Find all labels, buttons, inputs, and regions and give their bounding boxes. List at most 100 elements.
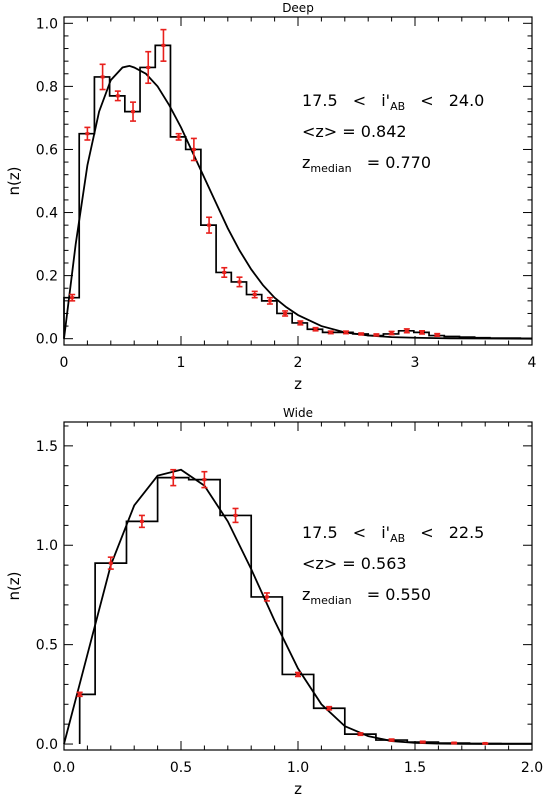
error-bar <box>282 310 289 317</box>
data-point <box>222 270 227 274</box>
error-bar <box>76 691 83 698</box>
y-tick-labels: 0.0 0.2 0.4 0.6 0.8 1.0 <box>36 16 58 347</box>
ticks <box>63 17 533 345</box>
error-bar <box>357 732 364 737</box>
plot-frame <box>63 16 533 346</box>
error-bar <box>84 126 91 141</box>
data-point <box>420 740 425 744</box>
x-tick-label: 0 <box>60 355 69 371</box>
data-point <box>264 595 269 599</box>
error-bar <box>107 556 114 570</box>
y-tick-labels: 0.0 0.5 1.0 1.5 <box>36 439 58 753</box>
data-point <box>328 330 333 334</box>
mean-redshift: <z> = 0.842 <box>302 122 407 141</box>
y-tick-label: 0.6 <box>36 142 58 158</box>
data-point <box>202 478 207 482</box>
median-redshift: zmedian = 0.770 <box>302 153 431 176</box>
error-bar <box>190 137 197 162</box>
error-bar <box>358 332 365 336</box>
data-point <box>483 741 488 745</box>
data-point <box>283 311 288 315</box>
data-point <box>85 132 90 136</box>
error-bar <box>295 671 301 678</box>
data-point <box>176 135 181 139</box>
x-tick-label: 3 <box>411 355 420 371</box>
y-tick-label: 0.4 <box>36 206 58 222</box>
data-point <box>327 706 332 710</box>
error-bar <box>403 328 410 334</box>
data-point <box>343 330 348 334</box>
error-bar <box>326 705 333 711</box>
ticks <box>63 422 533 750</box>
x-axis-label: z <box>294 780 302 798</box>
x-tick-label: 1 <box>177 355 186 371</box>
data-point <box>115 94 120 98</box>
y-tick-label: 0.5 <box>36 638 58 654</box>
histogram-steps <box>63 44 532 340</box>
error-bar <box>69 293 76 302</box>
data-point <box>100 75 105 79</box>
model-curve <box>63 64 533 340</box>
data-point <box>171 476 176 480</box>
data-point <box>161 43 166 47</box>
error-bar <box>419 330 426 335</box>
magnitude-range: 17.5 < i'AB < 24.0 <box>302 91 484 114</box>
mean-redshift: <z> = 0.563 <box>302 554 407 573</box>
magnitude-range: 17.5 < i'AB < 22.5 <box>302 523 484 546</box>
x-tick-labels: 0 1 2 3 4 <box>60 355 537 371</box>
error-bar <box>434 332 441 337</box>
x-tick-label: 2 <box>294 355 303 371</box>
error-bar <box>201 470 208 489</box>
y-tick-label: 1.5 <box>36 439 58 455</box>
error-bar <box>130 101 137 122</box>
y-tick-label: 1.0 <box>36 16 58 32</box>
data-point <box>404 329 409 333</box>
median-redshift: zmedian = 0.550 <box>302 585 431 608</box>
annotation-block: 17.5 < i'AB < 22.5 <z> = 0.563 zmedian =… <box>302 523 484 608</box>
data-point <box>313 327 318 331</box>
error-bar <box>419 740 426 744</box>
model-curve <box>63 468 533 745</box>
data-point <box>298 321 303 325</box>
error-bar <box>175 132 182 141</box>
data-point <box>296 672 300 676</box>
error-bar <box>388 738 395 742</box>
data-point <box>131 110 136 114</box>
error-bar <box>170 468 177 487</box>
y-tick-label: 0.0 <box>36 737 58 753</box>
data-point <box>389 738 394 742</box>
y-tick-label: 1.0 <box>36 538 58 554</box>
data-point <box>374 333 379 337</box>
data-point <box>77 692 82 696</box>
x-tick-label: 2.0 <box>521 760 543 776</box>
data-point <box>233 513 238 517</box>
error-bar <box>236 276 243 288</box>
error-bar <box>482 741 489 745</box>
error-bar <box>251 290 258 299</box>
x-tick-labels: 0.0 0.5 1.0 1.5 2.0 <box>53 760 543 776</box>
data-point <box>359 332 364 336</box>
error-bar <box>138 514 145 529</box>
data-point <box>191 147 196 151</box>
error-bar <box>388 330 395 336</box>
error-bar <box>266 296 273 305</box>
data-point <box>237 280 242 284</box>
data-point <box>139 519 144 523</box>
data-point <box>70 296 75 300</box>
error-bar <box>263 592 270 602</box>
data-point <box>389 331 394 335</box>
error-bars <box>69 28 441 337</box>
error-bar <box>342 330 349 335</box>
x-tick-label: 0.5 <box>170 760 192 776</box>
error-bar <box>221 266 228 278</box>
error-bar <box>232 507 239 524</box>
data-point <box>207 223 212 227</box>
error-bar <box>373 333 380 337</box>
x-tick-label: 1.0 <box>287 760 309 776</box>
y-tick-label: 0.2 <box>36 269 58 285</box>
error-bars <box>76 468 489 745</box>
data-point <box>420 330 425 334</box>
error-bar <box>327 330 334 335</box>
error-bar <box>99 63 106 91</box>
